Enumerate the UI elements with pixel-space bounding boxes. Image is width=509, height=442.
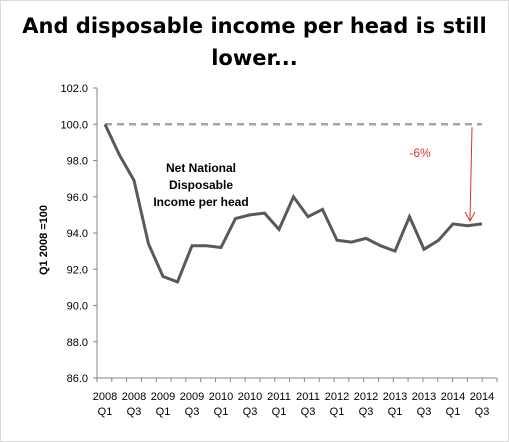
x-tick-label-year: 2014 — [470, 391, 494, 403]
series-label-line-1: Net National — [166, 161, 236, 175]
x-tick-label-year: 2010 — [238, 391, 262, 403]
x-tick-label-year: 2011 — [296, 391, 320, 403]
series-label-line-2: Disposable — [169, 178, 233, 192]
x-tick-label-year: 2011 — [267, 391, 291, 403]
x-tick-label-year: 2012 — [354, 391, 378, 403]
y-tick-label: 92.0 — [67, 264, 88, 276]
x-tick-label-year: 2008 — [93, 391, 117, 403]
x-tick-label-year: 2009 — [180, 391, 204, 403]
x-tick-label-quarter: Q1 — [272, 406, 287, 418]
change-arrow-line — [469, 127, 473, 222]
change-label: -6% — [409, 146, 431, 160]
series-line — [103, 123, 483, 284]
x-tick-label-quarter: Q3 — [127, 406, 142, 418]
x-tick-label-year: 2013 — [383, 391, 407, 403]
x-tick-label-quarter: Q3 — [359, 406, 374, 418]
series-label-line-3: Income per head — [153, 195, 248, 209]
x-tick-label-year: 2012 — [325, 391, 349, 403]
x-tick-label-quarter: Q1 — [156, 406, 171, 418]
y-tick-label: 94.0 — [67, 228, 88, 240]
y-tick-label: 100.0 — [60, 119, 88, 131]
y-tick-label: 90.0 — [67, 301, 88, 313]
x-tick-label-quarter: Q1 — [330, 406, 345, 418]
x-tick-label-quarter: Q1 — [98, 406, 113, 418]
x-tick-label-year: 2013 — [412, 391, 436, 403]
y-tick-label: 88.0 — [67, 337, 88, 349]
annotations-group: Q1 2008 =100 Net National Disposable Inc… — [38, 127, 476, 275]
y-axis-label: Q1 2008 =100 — [38, 205, 50, 275]
y-tick-label: 86.0 — [67, 373, 88, 385]
x-axis: 2008 Q1 2008 Q3 2009 Q1 2009 Q3 2010 Q1 2010 Q3 2011… — [93, 377, 498, 418]
x-tick-label-quarter: Q3 — [185, 406, 200, 418]
x-tick-label-year: 2009 — [151, 391, 175, 403]
chart-title-line-1: And disposable income per head is still — [22, 14, 487, 38]
y-tick-label: 98.0 — [67, 156, 88, 168]
chart-title-line-2: lower... — [211, 46, 298, 70]
x-tick-label-quarter: Q1 — [214, 406, 229, 418]
y-tick-label: 102.0 — [60, 83, 88, 95]
x-tick-label-quarter: Q1 — [388, 406, 403, 418]
x-tick-label-year: 2010 — [209, 391, 233, 403]
chart-title: And disposable income per head is still … — [0, 10, 509, 74]
x-tick-label-quarter: Q3 — [417, 406, 432, 418]
y-tick-label: 96.0 — [67, 192, 88, 204]
change-arrow-head — [464, 211, 476, 223]
x-tick-label-quarter: Q3 — [243, 406, 258, 418]
x-tick-label-quarter: Q3 — [301, 406, 316, 418]
x-tick-label-quarter: Q1 — [446, 406, 461, 418]
y-axis: 86.0 88.0 90.0 92.0 94.0 96.0 98.0 100.0 102.0 — [60, 83, 98, 385]
series-group — [103, 123, 483, 284]
x-tick-label-year: 2008 — [122, 391, 146, 403]
x-tick-label-quarter: Q3 — [475, 406, 490, 418]
x-tick-label-year: 2014 — [441, 391, 465, 403]
